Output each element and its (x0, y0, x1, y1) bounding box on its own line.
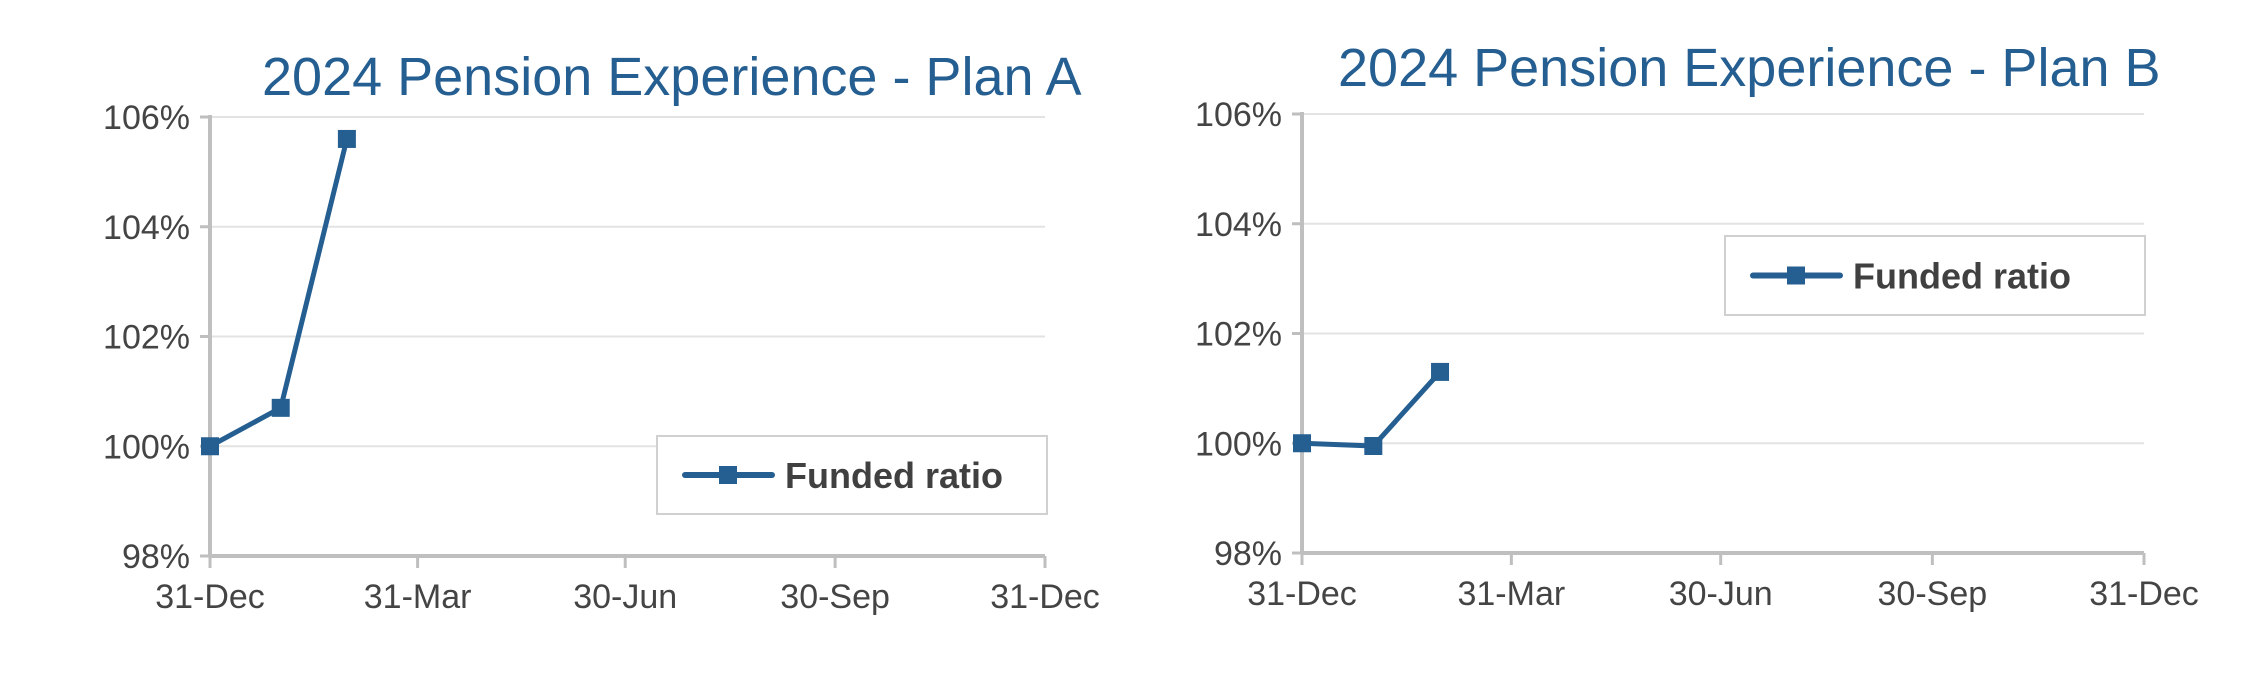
series-line (1301, 370, 1442, 449)
y-tick-label: 104% (1195, 206, 1282, 244)
y-tick-label: 98% (122, 538, 190, 576)
chart-title: 2024 Pension Experience - Plan B (1338, 38, 2161, 98)
x-tick-label: 31-Mar (364, 578, 472, 616)
y-tick-label: 102% (1195, 316, 1282, 354)
data-point (1364, 436, 1383, 455)
y-tick-label: 98% (1214, 535, 1282, 573)
legend-label: Funded ratio (1853, 256, 2071, 297)
x-tick-label: 30-Sep (1878, 575, 1988, 613)
x-tick-label: 31-Dec (990, 578, 1100, 616)
data-point (337, 129, 356, 148)
legend-marker (719, 466, 737, 484)
x-tick-label: 30-Sep (780, 578, 890, 616)
data-point (1431, 362, 1450, 381)
y-tick-label: 100% (103, 428, 190, 466)
x-tick-label: 31-Dec (1247, 575, 1357, 613)
data-point (1293, 434, 1311, 453)
legend-label: Funded ratio (785, 455, 1003, 496)
x-tick-label: 31-Dec (155, 578, 265, 616)
chart-title: 2024 Pension Experience - Plan A (262, 47, 1082, 107)
y-tick-label: 106% (103, 99, 190, 137)
data-point (271, 398, 290, 417)
chart-plan-a: 2024 Pension Experience - Plan A 98% 100% 1… (103, 47, 1100, 616)
chart-plan-b: 2024 Pension Experience - Plan B 98% 100% 1… (1195, 38, 2199, 613)
x-tick-label: 31-Mar (1457, 575, 1565, 613)
y-tick-label: 102% (103, 319, 190, 357)
y-tick-label: 100% (1195, 425, 1282, 463)
y-tick-label: 106% (1195, 96, 1282, 134)
x-tick-label: 30-Jun (1669, 575, 1773, 613)
data-point (201, 437, 219, 456)
x-tick-label: 30-Jun (573, 578, 677, 616)
y-tick-label: 104% (103, 209, 190, 247)
legend-marker (1787, 266, 1805, 285)
x-tick-label: 31-Dec (2089, 575, 2199, 613)
